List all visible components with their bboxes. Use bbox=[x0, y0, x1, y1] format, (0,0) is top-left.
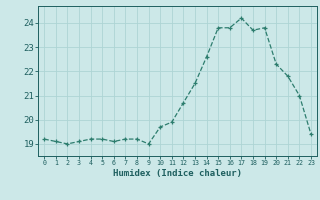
X-axis label: Humidex (Indice chaleur): Humidex (Indice chaleur) bbox=[113, 169, 242, 178]
